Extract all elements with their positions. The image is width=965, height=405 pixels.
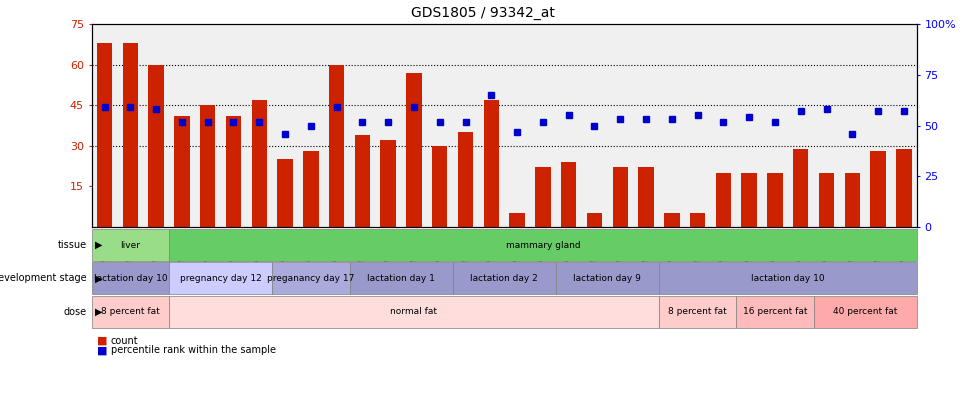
Bar xyxy=(659,296,736,328)
Bar xyxy=(813,296,917,328)
Text: lactation day 1: lactation day 1 xyxy=(367,274,435,283)
Text: 40 percent fat: 40 percent fat xyxy=(833,307,897,316)
Bar xyxy=(561,162,576,227)
Bar xyxy=(664,213,679,227)
Text: ▶: ▶ xyxy=(95,307,102,317)
Text: preganancy day 17: preganancy day 17 xyxy=(267,274,354,283)
Text: GDS1805 / 93342_at: GDS1805 / 93342_at xyxy=(410,6,555,20)
Bar xyxy=(380,141,396,227)
Bar xyxy=(587,213,602,227)
Bar xyxy=(483,100,499,227)
Text: pregnancy day 12: pregnancy day 12 xyxy=(179,274,262,283)
Bar xyxy=(272,262,349,294)
Bar xyxy=(123,43,138,227)
Bar xyxy=(169,296,659,328)
Text: dose: dose xyxy=(64,307,87,317)
Bar xyxy=(329,65,345,227)
Bar xyxy=(716,173,731,227)
Text: 8 percent fat: 8 percent fat xyxy=(101,307,160,316)
Text: lactation day 2: lactation day 2 xyxy=(470,274,538,283)
Bar xyxy=(767,173,783,227)
Text: mammary gland: mammary gland xyxy=(506,241,580,250)
Text: count: count xyxy=(111,335,139,345)
Text: lactation day 9: lactation day 9 xyxy=(573,274,642,283)
Bar xyxy=(355,135,371,227)
Bar xyxy=(870,151,886,227)
Text: ■: ■ xyxy=(96,345,107,355)
Bar xyxy=(793,149,809,227)
Text: normal fat: normal fat xyxy=(391,307,437,316)
Text: tissue: tissue xyxy=(58,240,87,250)
Bar xyxy=(844,173,860,227)
Bar xyxy=(92,296,169,328)
Text: development stage: development stage xyxy=(0,273,87,283)
Text: 16 percent fat: 16 percent fat xyxy=(743,307,807,316)
Bar xyxy=(613,167,628,227)
Text: 8 percent fat: 8 percent fat xyxy=(668,307,727,316)
Bar xyxy=(92,262,169,294)
Bar xyxy=(736,296,813,328)
Bar xyxy=(252,100,267,227)
Bar xyxy=(303,151,318,227)
Bar xyxy=(510,213,525,227)
Bar xyxy=(200,105,215,227)
Text: ■: ■ xyxy=(96,335,107,345)
Bar xyxy=(457,132,473,227)
Text: liver: liver xyxy=(121,241,140,250)
Text: ▶: ▶ xyxy=(95,240,102,250)
Bar xyxy=(556,262,659,294)
Text: lactation day 10: lactation day 10 xyxy=(94,274,167,283)
Bar xyxy=(277,159,292,227)
Bar xyxy=(659,262,917,294)
Bar xyxy=(432,146,448,227)
Bar xyxy=(896,149,912,227)
Bar xyxy=(536,167,551,227)
Bar xyxy=(406,73,422,227)
Bar xyxy=(92,229,169,261)
Bar xyxy=(453,262,556,294)
Bar xyxy=(818,173,834,227)
Bar xyxy=(349,262,453,294)
Bar xyxy=(741,173,757,227)
Text: ▶: ▶ xyxy=(95,273,102,283)
Bar xyxy=(169,262,272,294)
Bar xyxy=(690,213,705,227)
Bar xyxy=(638,167,653,227)
Bar xyxy=(149,65,164,227)
Bar xyxy=(226,116,241,227)
Text: percentile rank within the sample: percentile rank within the sample xyxy=(111,345,276,355)
Bar xyxy=(174,116,190,227)
Bar xyxy=(96,43,112,227)
Text: lactation day 10: lactation day 10 xyxy=(751,274,825,283)
